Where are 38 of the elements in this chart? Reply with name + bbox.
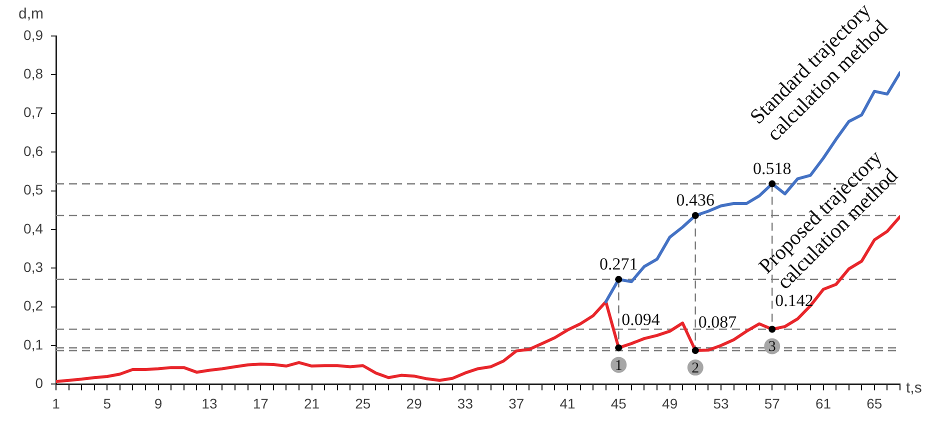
data-label: 0.271 [600, 254, 638, 274]
data-label: 0.142 [775, 291, 814, 310]
x-tick-label: 5 [103, 395, 112, 412]
y-tick-label: 0,8 [24, 66, 44, 82]
data-label: 0.087 [698, 312, 738, 332]
annotation: 1 [614, 358, 622, 374]
annotation: 3 [768, 339, 776, 356]
x-tick-label: 29 [406, 395, 422, 412]
x-tick-label: 9 [154, 395, 162, 412]
x-tick-label: 61 [815, 395, 832, 412]
y-tick-label: 0,2 [24, 298, 44, 314]
x-tick-label: 41 [560, 395, 576, 412]
x-axis-title: t,s [906, 379, 922, 396]
y-tick-label: 0,3 [24, 258, 44, 275]
x-tick-label: 1 [52, 395, 60, 412]
x-tick-label: 45 [610, 395, 627, 412]
x-tick-label: 49 [662, 395, 678, 412]
x-tick-label: 21 [304, 395, 320, 412]
annotation: 2 [692, 360, 700, 376]
y-tick-label: 0,9 [24, 26, 44, 43]
y-tick-label: 0,7 [24, 104, 44, 120]
x-tick-label: 13 [202, 395, 218, 412]
x-tick-label: 53 [713, 395, 729, 412]
x-tick-label: 57 [764, 395, 780, 412]
y-tick-label: 0,4 [24, 220, 44, 236]
x-tick-label: 65 [866, 395, 882, 412]
y-tick-label: 0 [35, 375, 44, 392]
data-label: 0.094 [622, 310, 660, 329]
data-label: 0.436 [676, 190, 715, 210]
y-tick-label: 0,6 [24, 142, 44, 159]
x-tick-label: 17 [252, 395, 269, 412]
y-tick-label: 0,5 [24, 182, 44, 198]
data-label: 0.518 [752, 158, 792, 178]
x-tick-label: 25 [355, 395, 371, 412]
y-axis-title: d,m [18, 6, 44, 23]
x-tick-label: 37 [508, 395, 524, 412]
x-tick-label: 33 [457, 395, 474, 412]
y-tick-label: 0,1 [24, 336, 44, 352]
